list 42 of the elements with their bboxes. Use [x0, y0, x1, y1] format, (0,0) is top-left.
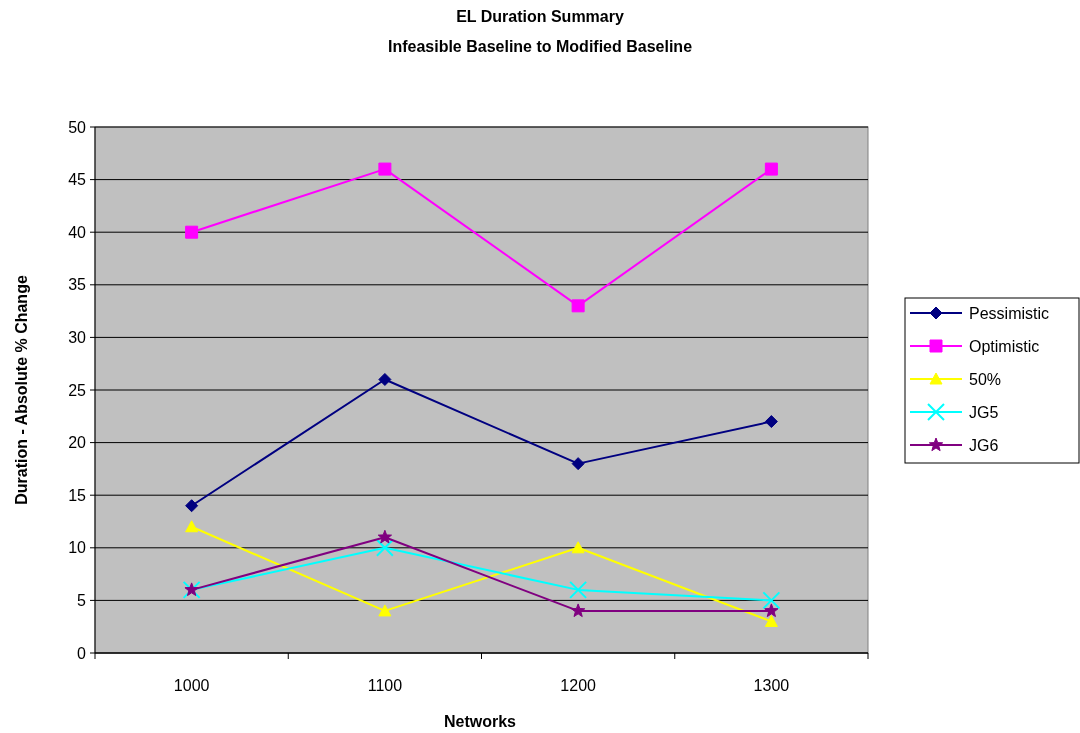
legend-label: 50% — [969, 370, 1002, 388]
legend-label: Pessimistic — [969, 304, 1050, 322]
y-tick-label: 0 — [77, 644, 87, 662]
point — [764, 614, 778, 627]
point — [378, 604, 392, 617]
y-tick-label: 5 — [77, 592, 87, 609]
point — [764, 162, 778, 176]
y-tick-label: 30 — [68, 329, 87, 346]
y-tick-label: 45 — [68, 171, 87, 189]
point — [375, 538, 394, 557]
point — [378, 372, 392, 386]
point — [185, 520, 199, 533]
point — [570, 603, 586, 618]
y-tick-label: 25 — [68, 381, 87, 399]
point — [378, 162, 392, 176]
y-tick-label: 35 — [68, 276, 87, 294]
point — [185, 499, 199, 513]
point — [185, 225, 199, 239]
point — [571, 299, 585, 313]
y-tick-label: 50 — [68, 118, 87, 136]
y-tick-label: 15 — [68, 486, 87, 504]
x-tick-label: 1300 — [753, 677, 790, 694]
point — [764, 603, 779, 618]
y-axis-title: Duration - Absolute % Change — [13, 275, 30, 505]
legend-label: JG6 — [969, 436, 999, 454]
point — [571, 541, 585, 554]
legend-label: JG5 — [969, 403, 999, 421]
point — [569, 580, 588, 599]
legend-label: Optimistic — [969, 337, 1040, 355]
x-tick-label: 1100 — [367, 677, 403, 694]
point — [764, 415, 778, 429]
y-tick-label: 10 — [68, 539, 87, 557]
y-tick-label: 20 — [68, 434, 87, 452]
chart-subtitle: Infeasible Baseline to Modified Baseline — [387, 38, 693, 55]
point — [377, 529, 393, 544]
x-axis-title: Networks — [443, 713, 517, 730]
x-tick-label: 1200 — [560, 677, 597, 694]
chart-title: EL Duration Summary — [456, 8, 624, 25]
point — [571, 457, 585, 471]
y-tick-label: 40 — [68, 223, 87, 241]
point — [762, 591, 781, 610]
x-tick-label: 1000 — [173, 677, 210, 694]
